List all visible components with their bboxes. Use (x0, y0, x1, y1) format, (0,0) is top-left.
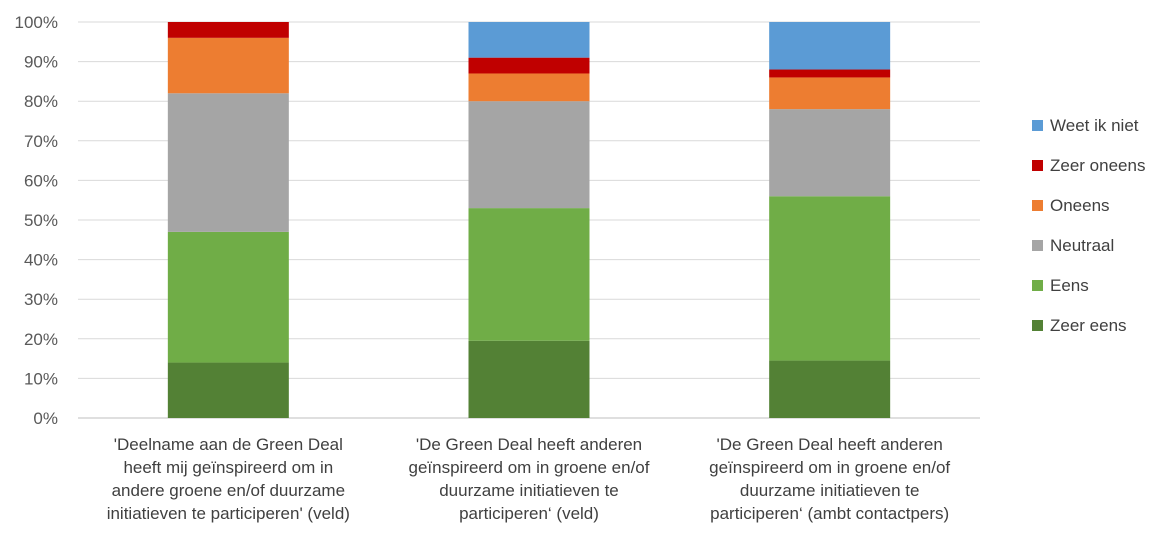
bar-segment-zeer-oneens (468, 57, 590, 74)
x-category-label: 'De Green Deal heeft anderen geïnspireerd… (709, 435, 950, 523)
x-axis: 'Deelname aan de Green Deal heeft mij geï… (107, 435, 951, 523)
x-category-label: 'De Green Deal heeft anderen geïnspireerd… (409, 435, 650, 523)
legend-swatch (1032, 160, 1043, 171)
legend-swatch (1032, 320, 1043, 331)
x-category-label: 'Deelname aan de Green Deal heeft mij geï… (107, 435, 350, 523)
legend-label: Weet ik niet (1050, 116, 1139, 135)
bar-segment-zeer-eens (468, 340, 590, 418)
bar-segment-zeer-oneens (167, 22, 289, 38)
y-tick-label: 50% (24, 211, 58, 230)
legend-swatch (1032, 120, 1043, 131)
bar-segment-eens (769, 196, 891, 361)
y-tick-label: 20% (24, 330, 58, 349)
bar-segment-eens (167, 231, 289, 363)
bar-segment-neutraal (769, 109, 891, 197)
legend-label: Oneens (1050, 196, 1110, 215)
legend-label: Neutraal (1050, 236, 1114, 255)
bar-segment-neutraal (167, 93, 289, 232)
legend-label: Zeer eens (1050, 316, 1127, 335)
y-axis: 0% 10% 20% 30% 40% 50% 60% 70% 80% 90% 100% (15, 13, 58, 428)
y-tick-label: 0% (33, 409, 58, 428)
y-tick-label: 40% (24, 251, 58, 270)
bar-segment-oneens (468, 73, 590, 102)
legend-label: Zeer oneens (1050, 156, 1145, 175)
bar-segment-weet-ik-niet (468, 22, 590, 58)
y-tick-label: 60% (24, 171, 58, 190)
y-tick-label: 80% (24, 92, 58, 111)
bar-segment-zeer-oneens (769, 69, 891, 78)
legend: Weet ik niet Zeer oneens Oneens Neutraal Een… (1032, 116, 1145, 335)
y-tick-label: 100% (15, 13, 58, 32)
legend-swatch (1032, 200, 1043, 211)
y-tick-label: 10% (24, 369, 58, 388)
legend-swatch (1032, 240, 1043, 251)
bar-segment-eens (468, 208, 590, 341)
bars (167, 22, 891, 418)
bar-segment-weet-ik-niet (769, 22, 891, 70)
bar-segment-oneens (769, 77, 891, 110)
legend-swatch (1032, 280, 1043, 291)
y-tick-label: 70% (24, 132, 58, 151)
y-tick-label: 30% (24, 290, 58, 309)
bar-segment-oneens (167, 37, 289, 94)
bar-segment-zeer-eens (167, 362, 289, 418)
legend-label: Eens (1050, 276, 1089, 295)
bar-segment-zeer-eens (769, 360, 891, 418)
y-tick-label: 90% (24, 53, 58, 72)
bar-segment-neutraal (468, 101, 590, 209)
